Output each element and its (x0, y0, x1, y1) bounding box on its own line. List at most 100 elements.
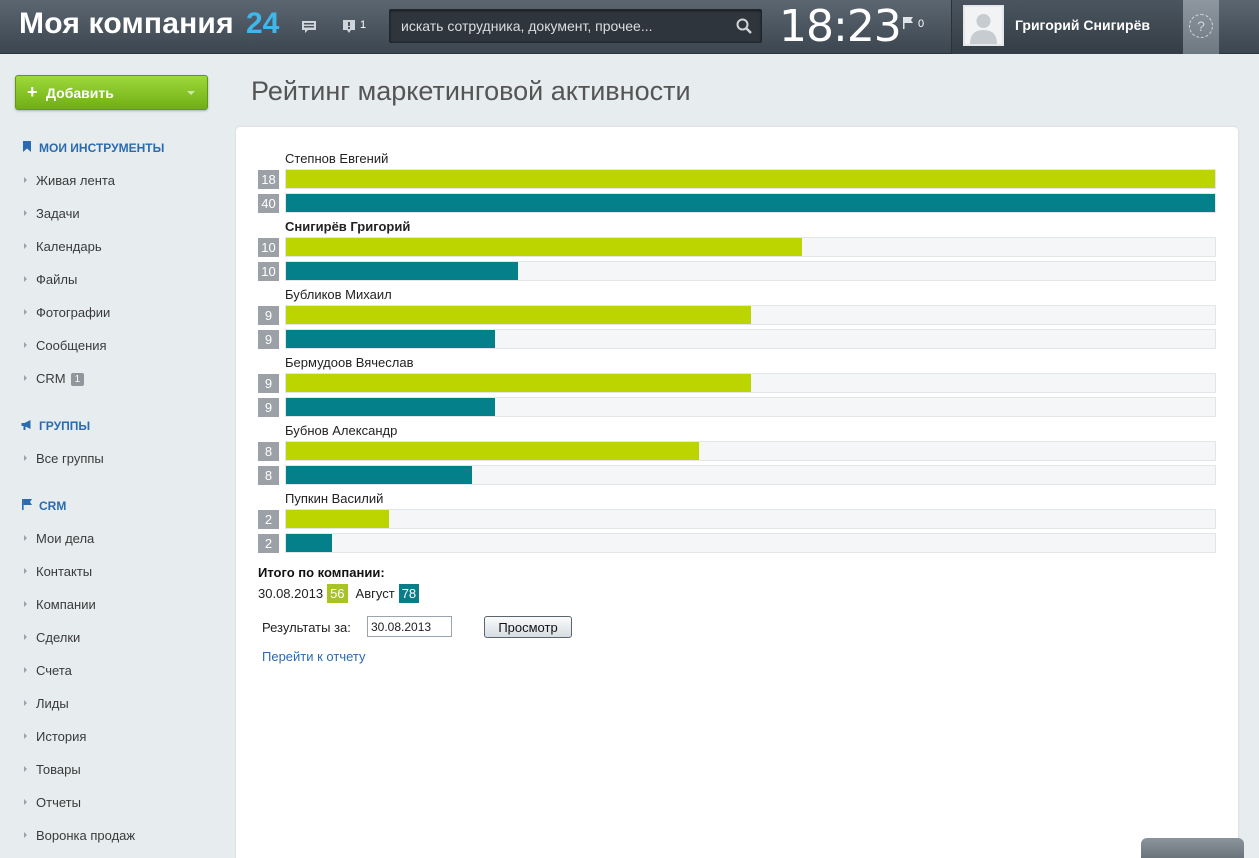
person-name[interactable]: Бубликов Михаил (285, 287, 392, 302)
sidebar-item-all-groups[interactable]: Все группы (24, 451, 104, 466)
search-box[interactable] (389, 9, 762, 43)
plus-icon: + (27, 82, 38, 102)
count-badge: 1 (70, 373, 85, 386)
sidebar-item-label: CRM (36, 371, 66, 386)
score-month: 9 (258, 330, 279, 349)
sidebar-item-label: Отчеты (36, 795, 81, 810)
bar-month (286, 194, 1215, 212)
bar-day (286, 442, 699, 460)
chevron-right-icon (24, 210, 27, 216)
company-logo[interactable]: Моя компания (19, 7, 234, 40)
bar-day (286, 170, 1215, 188)
bar-track-month (285, 533, 1216, 553)
bookmark-icon (23, 141, 31, 152)
person-name[interactable]: Степнов Евгений (285, 151, 389, 166)
top-header: Моя компания 24 1 18:23 0 (0, 0, 1259, 54)
sidebar-item-crm[interactable]: CRM 1 (24, 371, 85, 386)
totals-line: 30.08.2013 56 Август 78 (258, 584, 427, 603)
sidebar-item-leads[interactable]: Лиды (24, 696, 69, 711)
chevron-right-icon (24, 276, 27, 282)
avatar[interactable] (963, 5, 1004, 46)
section-title-groups-label: ГРУППЫ (39, 419, 91, 433)
chevron-right-icon (24, 634, 27, 640)
bar-day (286, 374, 751, 392)
chevron-right-icon (24, 799, 27, 805)
results-date-input[interactable] (367, 616, 452, 637)
person-name[interactable]: Бермудоов Вячеслав (285, 355, 414, 370)
bar-track-day (285, 237, 1216, 257)
help-icon: ? (1189, 14, 1213, 38)
sidebar-item-history[interactable]: История (24, 729, 86, 744)
user-name[interactable]: Григорий Снигирёв (1015, 17, 1150, 33)
bar-month (286, 534, 332, 552)
sidebar-item-contacts[interactable]: Контакты (24, 564, 92, 579)
sidebar-item-label: Задачи (36, 206, 80, 221)
person-name[interactable]: Бубнов Александр (285, 423, 398, 438)
bar-month (286, 466, 472, 484)
sidebar-item-deals[interactable]: Сделки (24, 630, 80, 645)
chevron-right-icon (24, 309, 27, 315)
sidebar-item-label: Сообщения (36, 338, 107, 353)
chevron-down-icon[interactable] (187, 91, 195, 95)
sidebar-item-label: История (36, 729, 87, 744)
notifications-icon[interactable] (342, 19, 356, 33)
add-button-label: Добавить (46, 85, 114, 101)
bottom-toolbar[interactable] (1141, 838, 1244, 858)
page-title: Рейтинг маркетинговой активности (251, 76, 691, 106)
flag-icon (22, 499, 32, 510)
bar-track-month (285, 193, 1216, 213)
sidebar-item-messages[interactable]: Сообщения (24, 338, 107, 353)
person-name[interactable]: Пупкин Василий (285, 491, 384, 506)
report-link[interactable]: Перейти к отчету (262, 649, 366, 664)
chevron-right-icon (24, 342, 27, 348)
sidebar-item-my-activities[interactable]: Мои дела (24, 531, 94, 546)
messages-icon[interactable] (301, 20, 317, 33)
sidebar-item-tasks[interactable]: Задачи (24, 206, 80, 221)
search-icon[interactable] (735, 17, 753, 35)
add-button[interactable]: + Добавить (15, 75, 208, 110)
bar-track-day (285, 169, 1216, 189)
chevron-right-icon (24, 601, 27, 607)
sidebar-item-label: Живая лента (36, 173, 115, 188)
flag-icon[interactable] (903, 17, 913, 29)
sidebar-item-label: Контакты (36, 564, 93, 579)
totals-title: Итого по компании: (258, 565, 385, 580)
chevron-right-icon (24, 568, 27, 574)
view-button[interactable]: Просмотр (484, 616, 572, 638)
user-avatar-icon (965, 7, 1002, 44)
sidebar-item-companies[interactable]: Компании (24, 597, 96, 612)
bar-day (286, 238, 802, 256)
score-month: 10 (258, 262, 279, 281)
sidebar-item-calendar[interactable]: Календарь (24, 239, 102, 254)
bar-day (286, 510, 389, 528)
company-logo-number[interactable]: 24 (246, 7, 280, 40)
totals-month-value: 78 (398, 584, 420, 603)
sidebar-item-files[interactable]: Файлы (24, 272, 77, 287)
section-title-tools[interactable]: МОИ ИНСТРУМЕНТЫ (21, 141, 164, 155)
section-title-groups[interactable]: ГРУППЫ (21, 419, 90, 433)
sidebar-item-feed[interactable]: Живая лента (24, 173, 115, 188)
sidebar-item-sales-funnel[interactable]: Воронка продаж (24, 828, 135, 843)
sidebar-item-reports[interactable]: Отчеты (24, 795, 81, 810)
chevron-right-icon (24, 667, 27, 673)
bar-track-day (285, 509, 1216, 529)
sidebar-item-invoices[interactable]: Счета (24, 663, 72, 678)
chevron-right-icon (24, 832, 27, 838)
totals-date-value: 56 (327, 584, 348, 603)
bar-track-month (285, 465, 1216, 485)
bar-month (286, 330, 495, 348)
bar-track-month (285, 261, 1216, 281)
sidebar-item-photos[interactable]: Фотографии (24, 305, 110, 320)
chevron-right-icon (24, 733, 27, 739)
score-month: 40 (258, 194, 279, 213)
search-input[interactable] (390, 10, 730, 42)
bar-track-month (285, 329, 1216, 349)
user-menu[interactable]: Григорий Снигирёв (951, 0, 1183, 54)
sidebar-item-label: Файлы (36, 272, 78, 287)
section-title-crm[interactable]: CRM (21, 499, 66, 513)
sidebar-item-products[interactable]: Товары (24, 762, 81, 777)
person-name[interactable]: Снигирёв Григорий (285, 219, 411, 234)
help-button[interactable]: ? (1183, 0, 1219, 54)
clock[interactable]: 18:23 (779, 1, 902, 52)
totals-date: 30.08.2013 (258, 586, 324, 601)
